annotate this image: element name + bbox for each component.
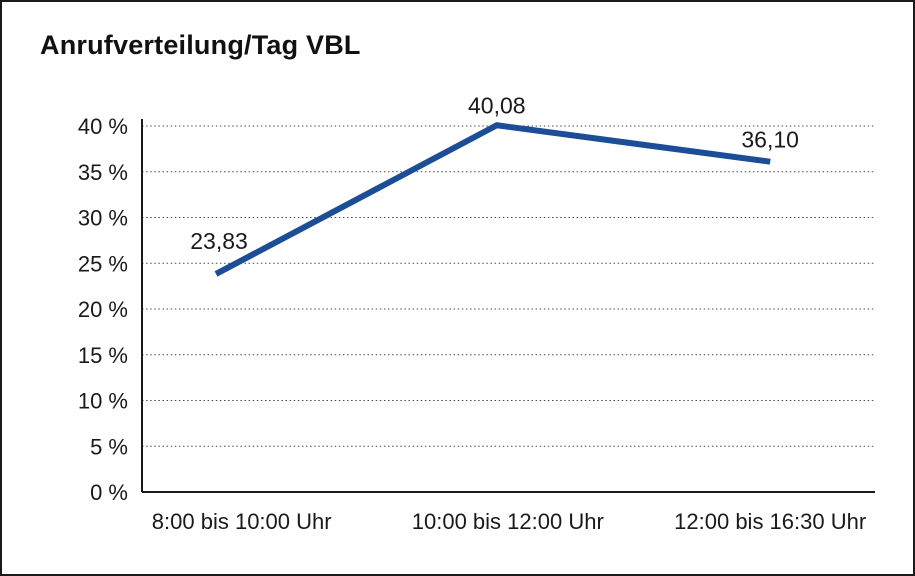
y-axis-tick-label: 5 % <box>90 434 128 459</box>
y-axis-tick-label: 15 % <box>78 343 128 368</box>
y-axis-tick-label: 20 % <box>78 297 128 322</box>
y-axis-tick-label: 10 % <box>78 389 128 414</box>
y-axis-tick-label: 40 % <box>78 114 128 139</box>
chart-title: Anrufverteilung/Tag VBL <box>40 30 361 60</box>
y-axis-tick-label: 0 % <box>90 480 128 505</box>
data-point-label: 23,83 <box>190 228 248 254</box>
y-axis-tick-label: 35 % <box>78 160 128 185</box>
y-axis-tick-label: 30 % <box>78 206 128 231</box>
x-axis-category-label: 8:00 bis 10:00 Uhr <box>152 509 332 534</box>
x-axis-category-label: 10:00 bis 12:00 Uhr <box>412 509 604 534</box>
data-point-label: 36,10 <box>741 127 799 153</box>
series-line <box>214 122 771 277</box>
x-axis-category-label: 12:00 bis 16:30 Uhr <box>674 509 866 534</box>
y-axis-tick-label: 25 % <box>78 251 128 276</box>
data-point-label: 40,08 <box>468 92 526 118</box>
